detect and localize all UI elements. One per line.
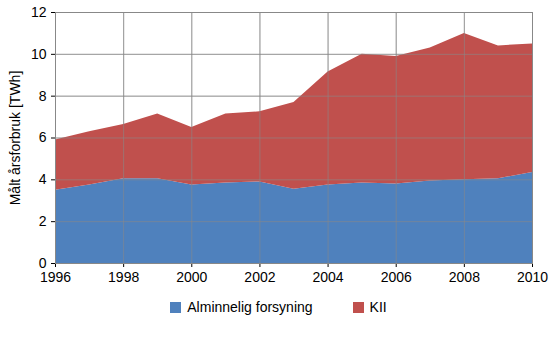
html-text:Alminnelig forsyning: Alminnelig forsyning [187,299,313,315]
svg-text:12: 12 [31,4,47,20]
html-text:KII: KII [369,299,387,315]
svg-text:2: 2 [39,213,47,229]
svg-text:Målt årsforbruk [TWh]: Målt årsforbruk [TWh] [7,71,23,206]
svg-text:2004: 2004 [312,269,343,285]
svg-text:6: 6 [39,129,47,145]
svg-text:10: 10 [31,46,47,62]
svg-text:2006: 2006 [381,269,412,285]
svg-text:2000: 2000 [176,269,207,285]
svg-text:1996: 1996 [40,269,71,285]
svg-text:0: 0 [38,255,47,271]
svg-text:2008: 2008 [449,269,480,285]
svg-text:2010: 2010 [517,269,548,285]
svg-text:4: 4 [39,171,47,187]
svg-text:8: 8 [39,88,47,104]
svg-text:1998: 1998 [108,269,139,285]
svg-text:2002: 2002 [244,269,275,285]
